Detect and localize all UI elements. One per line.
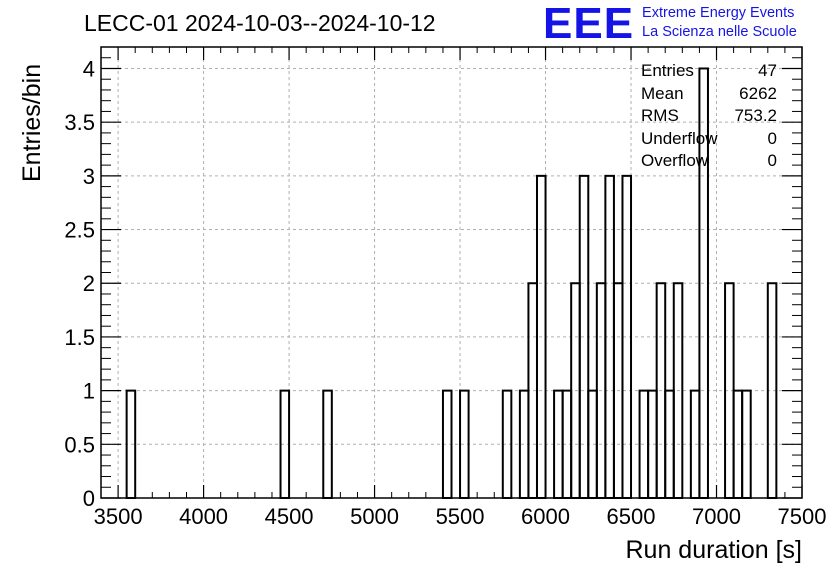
- eee-logo: EEE Extreme Energy Events La Scienza nel…: [543, 2, 797, 46]
- stats-row-rms: RMS 753.2: [641, 105, 777, 128]
- x-tick-label: 4000: [179, 504, 228, 529]
- stats-label: Mean: [641, 83, 684, 103]
- axis-ticks: [100, 47, 803, 499]
- y-tick-label: 2: [83, 271, 95, 296]
- stats-label: Underflow: [641, 128, 718, 148]
- logo-line-1: Extreme Energy Events: [642, 5, 795, 21]
- logo-mark: EEE: [543, 0, 635, 48]
- stats-row-underflow: Underflow 0: [641, 128, 777, 151]
- stats-value: 47: [758, 61, 777, 80]
- logo-text: Extreme Energy Events La Scienza nelle S…: [642, 2, 797, 42]
- stats-value: 6262: [739, 83, 777, 103]
- stats-row-mean: Mean 6262: [641, 83, 777, 106]
- x-axis-label: Run duration [s]: [625, 536, 803, 564]
- stats-box: Entries 47 Mean 6262 RMS 753.2 Underflow…: [641, 60, 777, 173]
- stats-label: Overflow: [641, 151, 709, 170]
- x-tick-label: 5500: [436, 504, 485, 529]
- stats-label: RMS: [641, 106, 679, 125]
- stats-row-entries: Entries 47: [641, 60, 777, 83]
- x-tick-label: 3500: [94, 504, 143, 529]
- y-tick-label: 3.5: [64, 110, 95, 135]
- stats-row-overflow: Overflow 0: [641, 150, 777, 173]
- stats-value: 0: [767, 151, 777, 170]
- y-tick-label: 2.5: [64, 218, 95, 243]
- y-tick-label: 1: [83, 379, 95, 404]
- x-tick-label: 5000: [350, 504, 399, 529]
- chart-title: LECC-01 2024-10-03--2024-10-12: [84, 10, 436, 36]
- stats-value: 753.2: [734, 106, 777, 125]
- x-tick-label: 7000: [692, 504, 741, 529]
- y-tick-label: 0: [83, 486, 95, 511]
- x-tick-label: 7500: [778, 504, 827, 529]
- y-axis-label: Entries/bin: [18, 63, 46, 182]
- y-tick-label: 1.5: [64, 325, 95, 350]
- logo-line-2: La Scienza nelle Scuole: [642, 24, 797, 40]
- grid-lines: [101, 47, 803, 499]
- stats-value: 0: [767, 128, 777, 148]
- tick-labels: 3500 4000 4500 5000 5500 6000 6500 7000 7500 0 0.5…: [64, 56, 826, 529]
- y-tick-label: 0.5: [64, 432, 95, 457]
- x-tick-label: 6000: [521, 504, 570, 529]
- x-tick-label: 6500: [607, 504, 656, 529]
- y-tick-label: 4: [83, 56, 95, 81]
- stats-label: Entries: [641, 61, 694, 80]
- x-tick-label: 4500: [265, 504, 314, 529]
- y-tick-label: 3: [83, 164, 95, 189]
